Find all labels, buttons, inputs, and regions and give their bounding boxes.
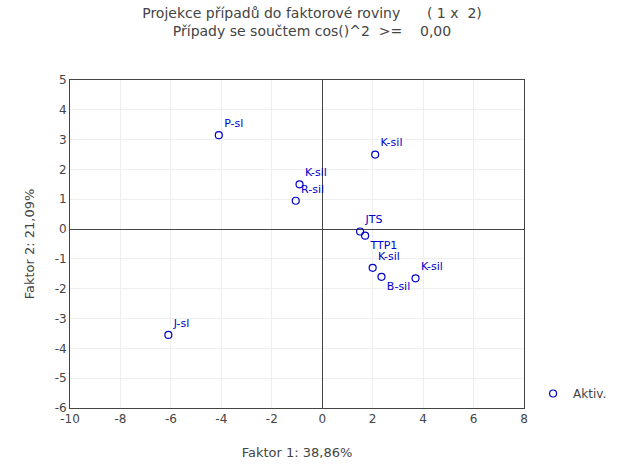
svg-text:Projekce případů do faktorové: Projekce případů do faktorové roviny ( 1… [142,5,482,39]
svg-text:0: 0 [318,412,326,426]
svg-text:-5: -5 [55,371,67,385]
svg-text:0: 0 [59,222,67,236]
svg-text:Faktor 2: 21,09%: Faktor 2: 21,09% [22,189,37,300]
svg-text:Faktor 1: 38,86%: Faktor 1: 38,86% [242,445,353,460]
svg-text:K-sil: K-sil [305,166,327,179]
svg-text:K-sil: K-sil [421,260,443,273]
svg-text:B-sil: B-sil [387,280,410,293]
svg-text:-4: -4 [55,342,67,356]
svg-text:Aktiv.: Aktiv. [573,387,606,401]
svg-text:-1: -1 [55,252,67,266]
svg-text:-6: -6 [165,412,177,426]
svg-text:5: 5 [59,73,67,87]
svg-text:-10: -10 [60,412,80,426]
svg-text:K-sil: K-sil [381,136,403,149]
svg-text:6: 6 [470,412,478,426]
svg-text:JTS: JTS [364,213,382,226]
svg-text:-6: -6 [55,401,67,415]
svg-text:-8: -8 [114,412,126,426]
svg-text:-2: -2 [55,282,67,296]
svg-text:3: 3 [59,133,67,147]
svg-text:-4: -4 [215,412,227,426]
svg-text:2: 2 [59,163,67,177]
svg-text:8: 8 [520,412,528,426]
svg-text:R-sil: R-sil [301,183,324,196]
svg-text:1: 1 [59,192,67,206]
svg-text:-2: -2 [266,412,278,426]
svg-text:K-sil: K-sil [378,250,400,263]
svg-text:P-sl: P-sl [224,117,243,130]
svg-text:4: 4 [59,103,67,117]
svg-text:TTP1: TTP1 [369,239,397,252]
svg-text:4: 4 [419,412,427,426]
svg-text:2: 2 [369,412,377,426]
svg-text:-3: -3 [55,312,67,326]
svg-text:J-sl: J-sl [173,317,190,330]
